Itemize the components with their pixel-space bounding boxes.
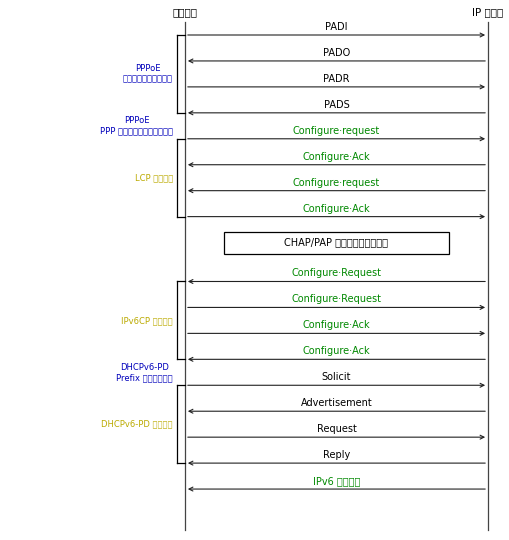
Text: Configure·request: Configure·request [292,178,379,188]
Text: PADO: PADO [322,48,350,58]
Bar [223,232,448,254]
Text: Configure·Ack: Configure·Ack [302,346,370,356]
Text: PPPoE
ディスカバリステージ: PPPoE ディスカバリステージ [123,64,173,84]
Text: Configure·Request: Configure·Request [291,268,381,279]
Text: Configure·Ack: Configure·Ack [302,152,370,161]
Text: Request: Request [316,424,356,434]
Text: IPv6 通信開始: IPv6 通信開始 [312,476,359,486]
Text: DHCPv6-PD パケット: DHCPv6-PD パケット [101,420,173,429]
Text: PPPoE
PPP セッションステージ開始: PPPoE PPP セッションステージ開始 [100,116,173,136]
Text: IP 通信網: IP 通信網 [471,7,503,17]
Text: Reply: Reply [322,450,350,460]
Text: PADR: PADR [323,74,349,84]
Text: LCP パケット: LCP パケット [134,173,173,182]
Text: Advertisement: Advertisement [300,398,372,408]
Text: 端末機器: 端末機器 [172,7,197,17]
Text: Configure·Request: Configure·Request [291,294,381,305]
Text: CHAP/PAP による認証フェーズ: CHAP/PAP による認証フェーズ [284,238,388,247]
Text: PADS: PADS [323,100,349,110]
Text: IPv6CP パケット: IPv6CP パケット [121,316,173,325]
Text: DHCPv6-PD
Prefix 付与フェーズ: DHCPv6-PD Prefix 付与フェーズ [116,362,173,382]
Text: Configure·Ack: Configure·Ack [302,320,370,330]
Text: PADI: PADI [325,22,347,32]
Text: Configure·request: Configure·request [292,126,379,136]
Text: Solicit: Solicit [321,372,351,382]
Text: Configure·Ack: Configure·Ack [302,204,370,214]
